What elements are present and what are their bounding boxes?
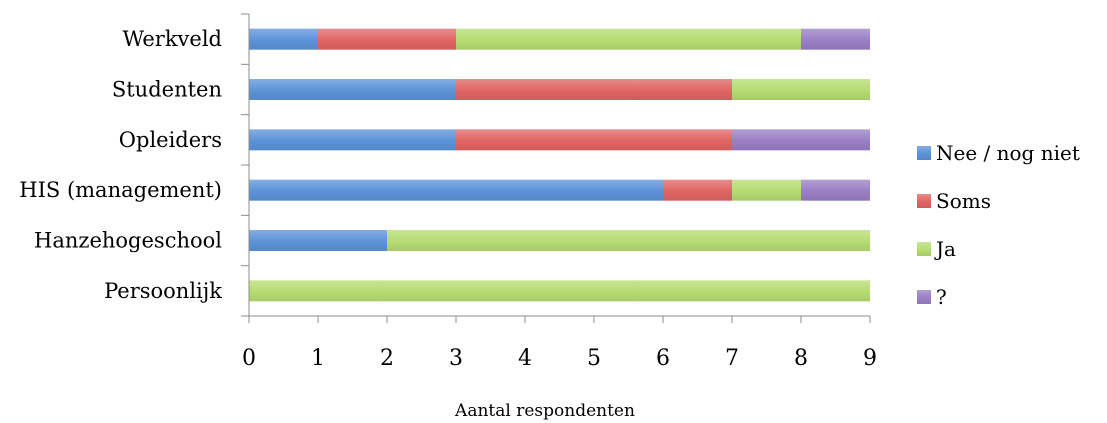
category-label: Opleiders	[119, 128, 222, 152]
x-tick-label: 6	[656, 346, 670, 371]
category-label: Werkveld	[122, 27, 222, 51]
axes	[241, 13, 871, 323]
bar-segment	[249, 280, 870, 302]
category-label: Persoonlijk	[104, 279, 222, 303]
bar-segment	[456, 28, 801, 50]
bar-segment	[456, 129, 732, 151]
legend-label: ?	[936, 285, 947, 309]
legend-label: Soms	[936, 189, 991, 213]
legend: Nee / nog niet Soms Ja?	[917, 141, 1080, 309]
bar-segment	[249, 28, 318, 50]
x-tick-label: 4	[518, 346, 532, 371]
bar-segment	[249, 79, 456, 100]
category-label: Studenten	[112, 78, 222, 102]
category-label: HIS (management)	[19, 178, 222, 202]
x-tick-label: 1	[311, 346, 325, 371]
legend-swatch	[917, 146, 931, 160]
x-tick-label: 8	[794, 346, 808, 371]
bar-segment	[249, 129, 456, 151]
bar-segment	[456, 79, 732, 100]
x-tick-label: 3	[449, 346, 463, 371]
x-tick-label: 0	[242, 346, 256, 371]
labels: Werkveld Studenten Opleiders HIS (managemen…	[19, 27, 877, 371]
x-tick-label: 2	[380, 346, 394, 371]
legend-swatch	[917, 290, 931, 304]
bars-layer	[249, 28, 870, 302]
x-axis-title: Aantal respondenten	[454, 401, 635, 421]
x-tick-label: 5	[587, 346, 601, 371]
legend-swatch	[917, 242, 931, 256]
legend-swatch	[917, 194, 931, 208]
bar-segment	[318, 28, 456, 50]
x-tick-label: 9	[863, 346, 877, 371]
legend-label: Ja	[934, 237, 956, 261]
bar-segment	[801, 28, 870, 50]
bar-segment	[663, 179, 732, 201]
bar-segment	[732, 129, 870, 151]
bar-segment	[387, 230, 870, 251]
bar-segment	[732, 79, 870, 100]
bar-segment	[732, 179, 801, 201]
bar-segment	[249, 179, 663, 201]
bar-segment	[249, 230, 387, 251]
category-label: Hanzehogeschool	[34, 229, 222, 253]
legend-label: Nee / nog niet	[936, 141, 1080, 165]
bar-segment	[801, 179, 870, 201]
x-tick-label: 7	[725, 346, 739, 371]
